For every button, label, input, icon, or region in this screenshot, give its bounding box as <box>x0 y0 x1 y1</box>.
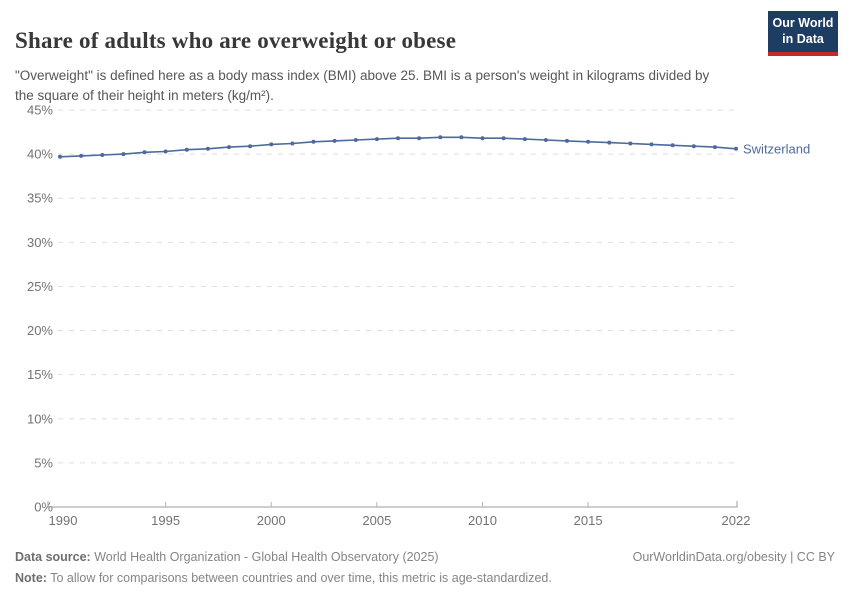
x-axis-tick-label: 1995 <box>151 513 180 528</box>
data-point[interactable] <box>691 144 696 149</box>
data-point[interactable] <box>58 154 62 159</box>
data-point[interactable] <box>522 137 527 142</box>
data-point[interactable] <box>353 138 358 142</box>
data-point[interactable] <box>100 153 105 157</box>
x-axis-line <box>47 501 738 508</box>
x-axis-tick-label: 2005 <box>362 513 391 528</box>
note-label: Note: <box>15 571 47 586</box>
data-point[interactable] <box>332 138 337 143</box>
data-point[interactable] <box>628 141 633 146</box>
data-point[interactable] <box>543 138 548 142</box>
y-axis-tick-label: 40% <box>27 147 53 162</box>
y-axis-tick-label: 10% <box>27 411 53 426</box>
y-axis-tick-label: 35% <box>27 191 53 206</box>
data-point[interactable] <box>269 142 274 147</box>
x-axis-tick-label: 2015 <box>574 513 603 528</box>
y-axis-tick-label: 15% <box>27 367 53 382</box>
data-source-label: Data source: <box>15 550 91 564</box>
owid-logo-line1: Our World <box>772 16 834 30</box>
x-axis-tick-label: 1990 <box>49 513 78 528</box>
data-point[interactable] <box>417 136 422 141</box>
data-point[interactable] <box>459 135 464 140</box>
x-axis-tick-label: 2022 <box>722 513 751 528</box>
data-point[interactable] <box>649 142 654 147</box>
data-point[interactable] <box>142 150 147 155</box>
data-point[interactable] <box>712 145 717 150</box>
data-point[interactable] <box>311 139 316 144</box>
chart-subtitle: "Overweight" is defined here as a body m… <box>15 67 710 104</box>
y-axis-tick-label: 45% <box>27 103 53 118</box>
data-point[interactable] <box>121 152 126 157</box>
data-source-text: World Health Organization - Global Healt… <box>90 550 439 564</box>
data-point[interactable] <box>480 136 485 141</box>
chart-footer: Data source: World Health Organization -… <box>15 547 835 590</box>
y-axis-tick-label: 30% <box>27 235 53 250</box>
data-point[interactable] <box>248 144 253 149</box>
data-point[interactable] <box>79 153 84 158</box>
y-axis-tick-label: 20% <box>27 323 53 338</box>
data-point[interactable] <box>227 145 231 150</box>
data-point[interactable] <box>163 149 168 154</box>
data-point[interactable] <box>607 140 612 145</box>
x-axis-tick-label: 2000 <box>257 513 286 528</box>
y-axis-tick-label: 5% <box>34 455 53 470</box>
data-point[interactable] <box>205 146 210 151</box>
y-axis-tick-label: 25% <box>27 279 53 294</box>
data-point[interactable] <box>374 137 379 142</box>
note-line: Note: To allow for comparisons between c… <box>15 568 835 589</box>
data-source-line: Data source: World Health Organization -… <box>15 547 835 568</box>
series-label-switzerland[interactable]: Switzerland <box>743 141 810 156</box>
credit-link[interactable]: OurWorldinData.org/obesity | CC BY <box>632 550 835 564</box>
data-point[interactable] <box>438 135 443 140</box>
data-point[interactable] <box>184 147 189 152</box>
data-point[interactable] <box>734 146 738 151</box>
data-point[interactable] <box>586 139 591 144</box>
owid-logo[interactable]: Our World in Data <box>768 11 838 56</box>
x-axis-tick-label: 2010 <box>468 513 497 528</box>
data-point[interactable] <box>565 138 569 143</box>
page-title: Share of adults who are overweight or ob… <box>15 28 457 54</box>
data-point[interactable] <box>396 136 400 141</box>
y-axis-tick-label: 0% <box>34 500 53 515</box>
data-point[interactable] <box>501 136 506 141</box>
data-point[interactable] <box>290 141 295 146</box>
note-text: To allow for comparisons between countri… <box>46 571 552 586</box>
owid-logo-line2: in Data <box>782 32 824 47</box>
data-point[interactable] <box>670 143 675 148</box>
